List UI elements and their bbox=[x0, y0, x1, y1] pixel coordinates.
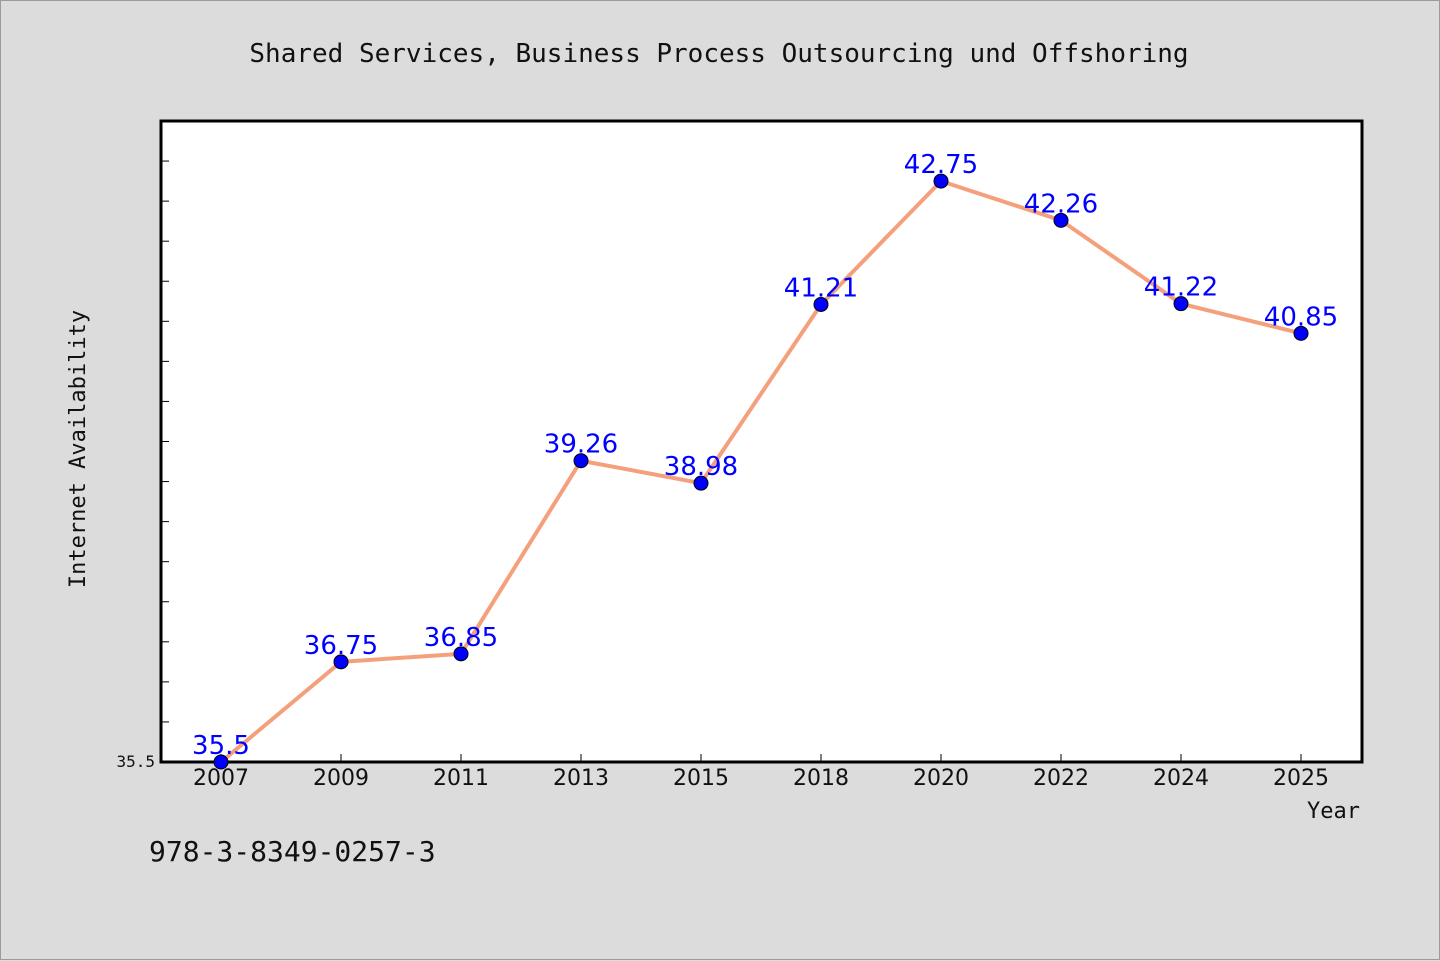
y-axis-label: Internet Availability bbox=[66, 310, 91, 588]
data-label: 41.22 bbox=[1144, 273, 1218, 303]
data-point bbox=[1173, 296, 1189, 312]
data-point bbox=[933, 173, 949, 189]
x-axis-label: Year bbox=[1307, 799, 1360, 824]
data-point bbox=[1293, 325, 1309, 341]
data-label: 39.26 bbox=[544, 430, 618, 460]
data-point bbox=[333, 654, 349, 670]
data-point bbox=[213, 754, 229, 770]
x-tick-label: 2020 bbox=[913, 766, 969, 791]
x-tick-label: 2007 bbox=[193, 766, 249, 791]
series-group: 35.5 36.75 36.85 39.26 38.98 41.21 42.75 42.26 4… bbox=[192, 150, 1338, 770]
data-label: 42.26 bbox=[1024, 189, 1098, 219]
data-label: 40.85 bbox=[1264, 302, 1338, 332]
data-point bbox=[813, 296, 829, 312]
data-label: 36.75 bbox=[304, 631, 378, 661]
x-tick-label: 2009 bbox=[313, 766, 369, 791]
data-label: 38.98 bbox=[664, 452, 738, 482]
series-line bbox=[219, 179, 1302, 764]
data-point bbox=[1053, 212, 1069, 228]
plot-area bbox=[159, 119, 1364, 764]
x-tick-label: 2013 bbox=[553, 766, 609, 791]
data-label: 35.5 bbox=[192, 731, 250, 761]
x-tick-label: 2018 bbox=[793, 766, 849, 791]
y-tick-label: 35.5 bbox=[116, 752, 155, 771]
data-label: 36.85 bbox=[424, 623, 498, 653]
data-point bbox=[453, 646, 469, 662]
data-point bbox=[693, 475, 709, 491]
data-point bbox=[573, 453, 589, 469]
x-tick-label: 2025 bbox=[1273, 766, 1329, 791]
chart-title: Shared Services, Business Process Outsou… bbox=[249, 39, 1188, 69]
x-tick-label: 2011 bbox=[433, 766, 489, 791]
footer-isbn: 978-3-8349-0257-3 bbox=[149, 835, 436, 868]
x-axis-ticks: 2007 2009 2011 2013 2015 2018 2020 2022 2024 2025 bbox=[193, 754, 1329, 791]
x-tick-label: 2024 bbox=[1153, 766, 1209, 791]
x-tick-label: 2022 bbox=[1033, 766, 1089, 791]
data-label: 41.21 bbox=[784, 273, 858, 303]
data-label: 42.75 bbox=[904, 150, 978, 180]
x-tick-label: 2015 bbox=[673, 766, 729, 791]
y-axis-ticks: 35.5 bbox=[116, 120, 169, 771]
